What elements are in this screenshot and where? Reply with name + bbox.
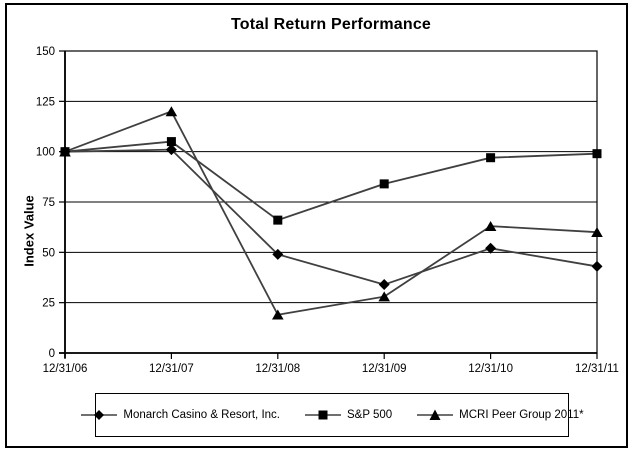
marker-triangle-2 — [272, 309, 284, 320]
marker-square-1 — [166, 137, 176, 147]
marker-triangle-1 — [165, 106, 178, 117]
marker-triangle-4 — [484, 220, 497, 231]
marker-diamond-4 — [485, 242, 497, 254]
y-tick-label-50: 50 — [42, 247, 55, 259]
diamond-marker-icon — [81, 410, 118, 420]
legend-entry-sp500: S&P 500 — [304, 409, 392, 421]
y-tick-label-75: 75 — [42, 197, 55, 209]
x-tick-label-1: 12/31/07 — [149, 363, 194, 375]
marker-diamond-5 — [591, 260, 603, 272]
marker-square-3 — [379, 179, 389, 189]
square-marker-icon — [304, 410, 341, 420]
y-tick-label-25: 25 — [42, 298, 55, 310]
marker-triangle-3 — [378, 291, 390, 302]
x-tick-label-2: 12/31/08 — [255, 363, 300, 375]
series-line-1 — [64, 140, 598, 222]
marker-square-0 — [60, 147, 70, 157]
y-tick-label-0: 0 — [49, 348, 55, 360]
chart-title: Total Return Performance — [230, 16, 432, 33]
x-tick-label-0: 12/31/06 — [43, 363, 88, 375]
x-tick-label-4: 12/31/10 — [468, 363, 513, 375]
legend-label-sp500: S&P 500 — [346, 409, 393, 421]
marker-diamond-1 — [165, 144, 177, 156]
y-tick-label-150: 150 — [36, 46, 55, 58]
y-tick-label-100: 100 — [36, 147, 55, 159]
marker-square-5 — [592, 149, 602, 159]
legend-label-peer-group: MCRI Peer Group 2011* — [459, 409, 584, 421]
legend: Monarch Casino & Resort, Inc. S&P 500 MC… — [81, 393, 584, 437]
marker-diamond-3 — [378, 279, 390, 291]
marker-square-4 — [486, 153, 496, 163]
chart-frame-border — [5, 3, 628, 448]
marker-triangle-5 — [591, 227, 603, 237]
marker-square-2 — [273, 215, 283, 225]
marker-diamond-2 — [272, 248, 284, 260]
x-tick-label-5: 12/31/11 — [575, 363, 619, 375]
series-line-0 — [64, 148, 598, 286]
legend-entry-peer-group: MCRI Peer Group 2011* — [416, 409, 584, 421]
x-tick-label-3: 12/31/09 — [362, 363, 407, 375]
y-tick-label-125: 125 — [36, 96, 55, 108]
legend-entry-monarch: Monarch Casino & Resort, Inc. — [80, 409, 280, 421]
series-line-2 — [64, 110, 598, 316]
triangle-marker-icon — [417, 409, 454, 420]
legend-label-monarch: Monarch Casino & Resort, Inc. — [123, 409, 280, 421]
